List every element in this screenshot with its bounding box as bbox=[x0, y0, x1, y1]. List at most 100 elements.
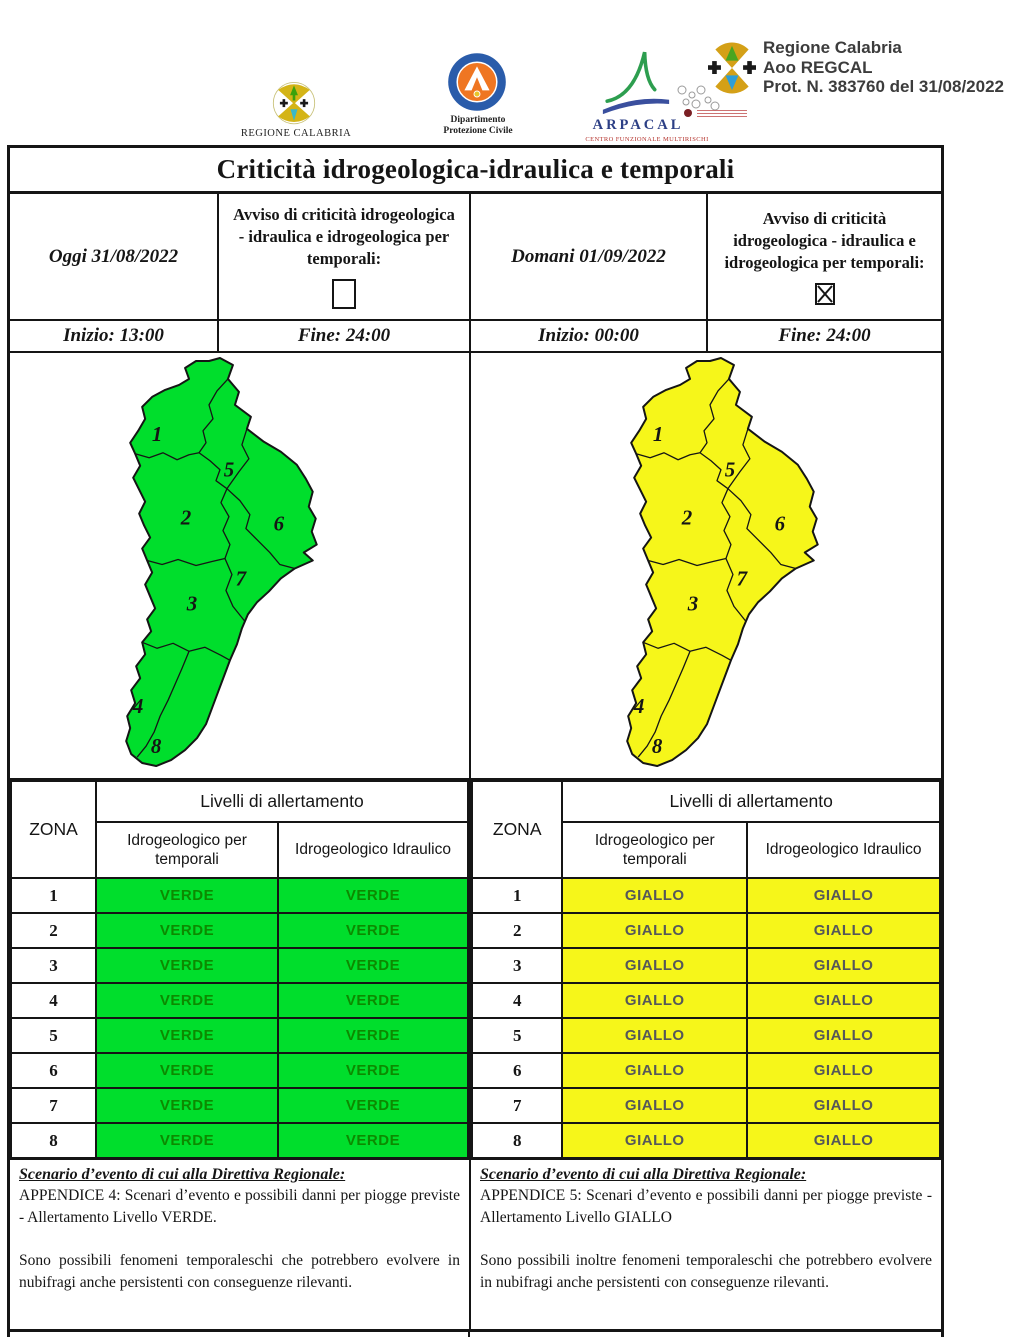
alert-level-cell: VERDE bbox=[276, 947, 470, 984]
map-zone-number: 2 bbox=[681, 506, 692, 530]
alert-level-cell: VERDE bbox=[276, 982, 470, 1019]
map-zone-number: 2 bbox=[180, 506, 191, 530]
map-zone-number: 1 bbox=[653, 422, 663, 446]
page-title: Criticità idrogeologica-idraulica e temp… bbox=[216, 154, 735, 184]
zone-number-cell: 6 bbox=[10, 1052, 97, 1089]
alert-levels-row: ZONA Livelli di allertamento Idrogeologico… bbox=[10, 780, 941, 1160]
protezione-civile-logo bbox=[448, 53, 506, 111]
alert-level-cell: VERDE bbox=[276, 912, 470, 949]
zona-row: 3 VERDE VERDE bbox=[10, 947, 470, 984]
scenario-note-today: Sono possibili fenomeni temporaleschi ch… bbox=[19, 1252, 460, 1291]
regione-calabria-protocol-emblem bbox=[708, 42, 756, 94]
time-row: Inizio: 13:00 Fine: 24:00 Inizio: 00:00 … bbox=[10, 321, 941, 353]
zone-number-cell: 4 bbox=[470, 982, 564, 1019]
scenario-appendice-tomorrow: APPENDICE 5: Scenari d’evento e possibil… bbox=[480, 1187, 932, 1226]
map-zone-number: 4 bbox=[132, 694, 143, 718]
scenario-row: Scenario d’evento di cui alla Direttiva … bbox=[10, 1160, 941, 1329]
zona-row: 4 GIALLO GIALLO bbox=[470, 982, 941, 1019]
alert-level-cell: VERDE bbox=[95, 912, 279, 949]
bulletin-table: Criticità idrogeologica-idraulica e temp… bbox=[7, 145, 944, 1332]
regione-calabria-logo-caption: REGIONE CALABRIA bbox=[240, 128, 352, 139]
zona-row: 6 GIALLO GIALLO bbox=[470, 1052, 941, 1089]
fine-tomorrow: Fine: 24:00 bbox=[778, 325, 871, 346]
alert-level-cell: GIALLO bbox=[746, 1087, 941, 1124]
map-zone-number: 5 bbox=[224, 458, 234, 482]
alert-level-cell: GIALLO bbox=[561, 912, 749, 949]
alert-level-cell: GIALLO bbox=[746, 947, 941, 984]
alert-level-cell: GIALLO bbox=[746, 982, 941, 1019]
zone-number-cell: 4 bbox=[10, 982, 97, 1019]
alert-level-cell: GIALLO bbox=[561, 947, 749, 984]
zona-row: 1 VERDE VERDE bbox=[10, 877, 470, 914]
date-tomorrow: Domani 01/09/2022 bbox=[471, 194, 708, 319]
map-zone-number: 3 bbox=[687, 591, 698, 615]
alert-level-cell: VERDE bbox=[95, 982, 279, 1019]
avviso-today-label: Avviso di criticità idrogeologica - idra… bbox=[233, 205, 455, 268]
alert-level-cell: VERDE bbox=[95, 1017, 279, 1054]
col-temporali-header: Idrogeologico per temporali bbox=[561, 821, 749, 879]
zone-number-cell: 5 bbox=[10, 1017, 97, 1054]
fine-today: Fine: 24:00 bbox=[219, 321, 471, 351]
alert-level-cell: VERDE bbox=[95, 1052, 279, 1089]
zone-number-cell: 3 bbox=[470, 947, 564, 984]
zone-number-cell: 8 bbox=[10, 1122, 97, 1159]
zona-levels-table-tomorrow: ZONA Livelli di allertamento Idrogeologico… bbox=[470, 780, 941, 1159]
map-zone-number: 5 bbox=[725, 458, 735, 482]
avviso-today-cell: Avviso di criticità idrogeologica - idra… bbox=[219, 194, 471, 319]
zona-row: 4 VERDE VERDE bbox=[10, 982, 470, 1019]
zona-column-header: ZONA bbox=[470, 780, 564, 879]
date-today: Oggi 31/08/2022 bbox=[10, 194, 219, 319]
alert-level-cell: GIALLO bbox=[561, 1017, 749, 1054]
alert-level-cell: VERDE bbox=[276, 1052, 470, 1089]
zona-row: 1 GIALLO GIALLO bbox=[470, 877, 941, 914]
arpacal-logo-caption: CENTRO FUNZIONALE MULTIRISCHI bbox=[585, 136, 709, 143]
alert-level-cell: VERDE bbox=[276, 1017, 470, 1054]
zone-number-cell: 1 bbox=[10, 877, 97, 914]
centro-funzionale-small-text bbox=[697, 110, 747, 119]
map-cell-tomorrow: 1 2 3 4 5 6 7 8 bbox=[471, 353, 941, 778]
alert-level-cell: GIALLO bbox=[561, 1087, 749, 1124]
alert-level-cell: GIALLO bbox=[746, 1017, 941, 1054]
protocol-stamp: Regione Calabria Aoo REGCAL Prot. N. 383… bbox=[763, 38, 1018, 97]
cross-icon bbox=[279, 99, 309, 108]
zona-row: 7 VERDE VERDE bbox=[10, 1087, 470, 1124]
zona-levels-table-today: ZONA Livelli di allertamento Idrogeologico… bbox=[10, 780, 470, 1159]
centro-funzionale-network-logo bbox=[677, 85, 720, 117]
avviso-header-row: Oggi 31/08/2022 Avviso di criticità idro… bbox=[10, 194, 941, 321]
maps-row: 1 2 3 4 5 6 7 8 1 2 3 4 5 6 7 8 bbox=[10, 353, 941, 780]
inizio-today: Inizio: 13:00 bbox=[10, 321, 219, 351]
zona-row: 8 VERDE VERDE bbox=[10, 1122, 470, 1159]
protocol-line-1: Regione Calabria bbox=[763, 38, 902, 57]
scenario-today-cell: Scenario d’evento di cui alla Direttiva … bbox=[10, 1160, 471, 1329]
protezione-civile-logo-caption: Dipartimento Protezione Civile bbox=[443, 115, 513, 136]
alert-level-cell: GIALLO bbox=[746, 912, 941, 949]
map-zone-number: 3 bbox=[186, 591, 197, 615]
arpacal-logo bbox=[602, 51, 670, 115]
map-cell-today: 1 2 3 4 5 6 7 8 bbox=[10, 353, 471, 778]
col-temporali-header: Idrogeologico per temporali bbox=[95, 821, 279, 879]
avviso-checkbox-today[interactable] bbox=[332, 278, 356, 309]
zone-number-cell: 2 bbox=[470, 912, 564, 949]
zona-row: 6 VERDE VERDE bbox=[10, 1052, 470, 1089]
map-zone-number: 7 bbox=[737, 566, 749, 590]
zona-column-header: ZONA bbox=[10, 780, 97, 879]
alert-level-cell: VERDE bbox=[276, 1122, 470, 1159]
alert-level-cell: GIALLO bbox=[746, 877, 941, 914]
zona-row: 8 GIALLO GIALLO bbox=[470, 1122, 941, 1159]
levels-group-header: Livelli di allertamento bbox=[561, 780, 941, 823]
avviso-checkbox-tomorrow[interactable] bbox=[814, 282, 835, 305]
alert-level-cell: GIALLO bbox=[746, 1052, 941, 1089]
zona-row: 5 VERDE VERDE bbox=[10, 1017, 470, 1054]
map-zone-number: 6 bbox=[775, 512, 786, 536]
title-row: Criticità idrogeologica-idraulica e temp… bbox=[10, 148, 941, 194]
scenario-heading-tomorrow: Scenario d’evento di cui alla Direttiva … bbox=[480, 1166, 807, 1183]
alert-level-cell: GIALLO bbox=[561, 1052, 749, 1089]
avviso-tomorrow-cell: Avviso di criticità idrogeologica - idra… bbox=[708, 194, 941, 319]
alert-level-cell: VERDE bbox=[276, 1087, 470, 1124]
zone-number-cell: 3 bbox=[10, 947, 97, 984]
scenario-appendice-today: APPENDICE 4: Scenari d’evento e possibil… bbox=[19, 1187, 460, 1226]
scenario-tomorrow-cell: Scenario d’evento di cui alla Direttiva … bbox=[471, 1160, 941, 1329]
arpacal-logo-name: ARPACAL bbox=[592, 117, 684, 133]
cross-icon bbox=[708, 61, 756, 74]
zone-number-cell: 7 bbox=[470, 1087, 564, 1124]
